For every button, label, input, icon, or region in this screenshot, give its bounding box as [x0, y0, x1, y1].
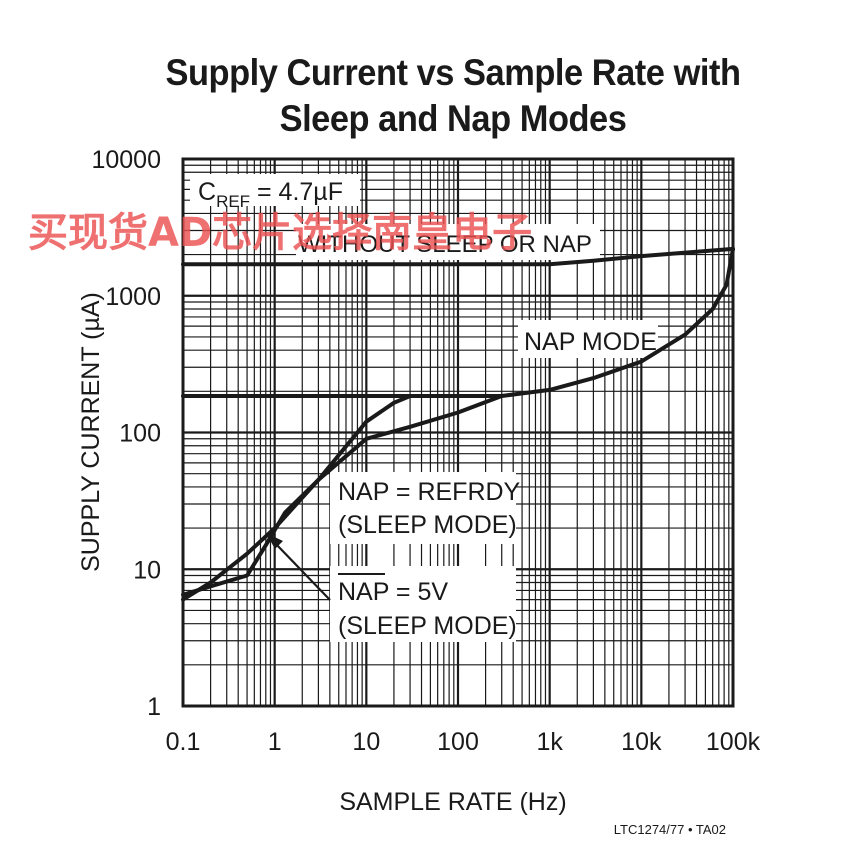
- label-background: [518, 320, 658, 358]
- label-nap5v-1: NAP = 5V: [338, 578, 448, 606]
- label-background: [330, 566, 516, 642]
- y-tick-label: 1: [147, 693, 161, 721]
- label-nap-mode: NAP MODE: [524, 328, 657, 356]
- pointer-arrow-head: [266, 533, 283, 549]
- cref-note: CREF = 4.7µF: [198, 178, 343, 211]
- x-tick-label: 100k: [706, 728, 761, 756]
- chart-title-line-2: Sleep and Nap Modes: [279, 98, 627, 139]
- x-axis-label: SAMPLE RATE (Hz): [339, 788, 566, 816]
- watermark-text: 买现货AD芯片选择南皇电子: [28, 210, 533, 256]
- series-line-1: [181, 246, 735, 267]
- pointer-arrow-line: [274, 542, 331, 601]
- chart-title: Supply Current vs Sample Rate with Sleep…: [32, 50, 842, 142]
- y-tick-label: 100: [119, 420, 161, 448]
- x-tick-label: 10k: [621, 728, 662, 756]
- plot-frame: [181, 157, 735, 708]
- x-tick-label: 0.1: [166, 728, 201, 756]
- series-line-2: [181, 246, 735, 398]
- x-tick-label: 10: [352, 728, 380, 756]
- y-tick-label: 10000: [91, 146, 161, 174]
- label-nap5v-2: (SLEEP MODE): [338, 612, 517, 640]
- x-tick-label: 1: [268, 728, 282, 756]
- label-without-sleep: WITHOUT SLEEP OR NAP: [298, 231, 592, 258]
- label-refrdy-2: (SLEEP MODE): [338, 511, 517, 539]
- y-tick-label: 1000: [105, 283, 161, 311]
- y-tick-label: 10: [133, 556, 161, 584]
- label-background: [296, 224, 600, 260]
- label-background: [330, 472, 516, 544]
- label-background: [190, 174, 360, 206]
- series-line-4: [181, 394, 504, 597]
- label-refrdy-1: NAP = REFRDY: [338, 478, 521, 506]
- x-tick-label: 1k: [536, 728, 563, 756]
- figure-code: LTC1274/77 • TA02: [613, 822, 726, 837]
- chart-title-line-1: Supply Current vs Sample Rate with: [165, 52, 741, 93]
- y-axis-label: SUPPLY CURRENT (µA): [77, 292, 105, 572]
- x-tick-label: 100: [437, 728, 479, 756]
